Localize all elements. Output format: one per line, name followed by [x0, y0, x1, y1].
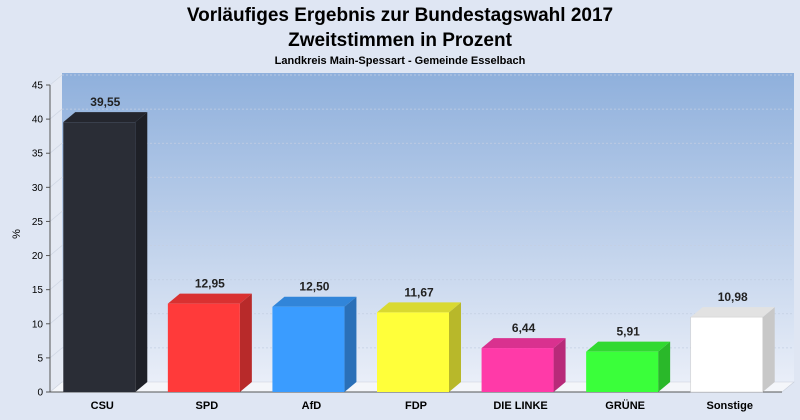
y-tick-label: 25: [32, 217, 44, 228]
grid-line-side: [49, 108, 63, 120]
y-tick-label: 40: [32, 115, 44, 126]
bar-grüne: 5,91: [586, 325, 671, 392]
bar-sonstige: 10,98: [690, 290, 775, 393]
bar-side: [449, 302, 461, 392]
bar-side: [762, 307, 775, 392]
bar-front: [481, 348, 554, 392]
bar-top: [167, 293, 252, 304]
bar-die-linke: 6,44: [481, 321, 566, 392]
y-tick-label: 35: [32, 149, 44, 160]
category-label: FDP: [405, 400, 427, 412]
bar-top: [272, 296, 357, 307]
bar-spd: 12,95: [167, 277, 252, 392]
grid-line-side: [49, 142, 63, 154]
chart-title-line2: Zweitstimmen in Prozent: [288, 30, 512, 51]
bar-front: [377, 312, 449, 392]
category-label: GRÜNE: [605, 399, 645, 412]
category-label: AfD: [302, 400, 322, 412]
bar-csu: 39,55: [63, 95, 148, 392]
grid-line-side: [49, 313, 63, 325]
bar-fdp: 11,67: [377, 285, 461, 392]
grid-line-side: [49, 177, 63, 188]
value-label: 6,44: [512, 321, 536, 335]
bar-side: [239, 293, 252, 392]
bar-side: [658, 341, 671, 392]
y-tick-label: 15: [32, 285, 44, 296]
category-label: Sonstige: [706, 400, 752, 412]
grid-line-side: [49, 211, 63, 222]
bar-top: [377, 302, 461, 313]
bar-front: [63, 122, 136, 392]
value-label: 11,67: [404, 285, 434, 299]
plot-side-wall: [50, 73, 62, 392]
category-labels: CSU SPD AfD FDP DIE LINKE GRÜNE Sonstige: [91, 399, 753, 412]
bar-front: [690, 316, 764, 393]
y-tick-label: 30: [32, 183, 44, 194]
y-tick-label: 20: [32, 251, 44, 262]
bar-top: [690, 307, 775, 318]
grid-line-side: [49, 347, 63, 359]
y-tick-label: 5: [37, 353, 43, 364]
bar-top: [586, 341, 671, 352]
value-label: 10,98: [718, 290, 748, 304]
y-tick-label: 45: [32, 81, 44, 92]
bars: 39,55 12,95 12,50 11,67 6,44 5,91 10,98: [63, 95, 775, 393]
value-label: 39,55: [90, 95, 120, 109]
grid-line-side: [49, 279, 63, 290]
bar-side: [344, 296, 357, 392]
bar-top: [481, 338, 566, 349]
category-label: DIE LINKE: [493, 400, 547, 412]
chart-title: Vorläufiges Ergebnis zur Bundestagswahl …: [187, 5, 613, 26]
bar-side: [553, 338, 566, 392]
bar-front: [272, 306, 345, 392]
value-label: 12,95: [195, 277, 225, 291]
bar-top: [63, 112, 148, 123]
y-axis-label: %: [11, 229, 23, 239]
value-label: 12,50: [299, 280, 329, 294]
grid-line-side: [49, 245, 63, 256]
grid-line-side: [49, 74, 63, 86]
category-label: SPD: [196, 400, 219, 412]
chart-subtitle: Landkreis Main-Spessart - Gemeinde Essel…: [275, 55, 526, 67]
bar-front: [586, 351, 659, 392]
bar-afd: 12,50: [272, 280, 357, 392]
y-tick-label: 10: [32, 319, 44, 330]
bar-front: [167, 303, 240, 392]
y-tick-label: 0: [37, 388, 43, 399]
category-label: CSU: [91, 400, 114, 412]
value-label: 5,91: [616, 325, 640, 339]
bar-side: [135, 112, 148, 392]
y-axis: 0 5 10 15 20 25 30 35 40 45: [32, 81, 50, 399]
